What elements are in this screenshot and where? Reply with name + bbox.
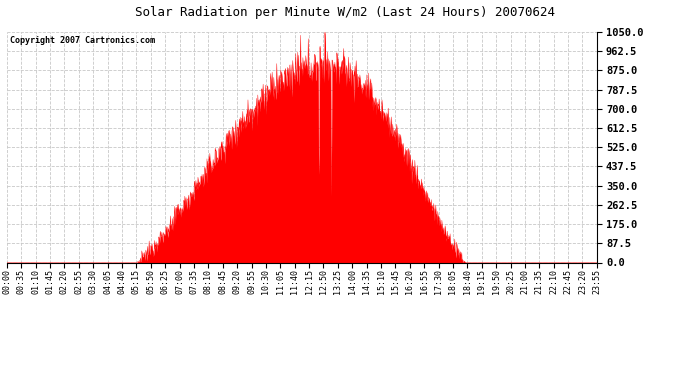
Text: Copyright 2007 Cartronics.com: Copyright 2007 Cartronics.com <box>10 36 155 45</box>
Text: Solar Radiation per Minute W/m2 (Last 24 Hours) 20070624: Solar Radiation per Minute W/m2 (Last 24… <box>135 6 555 19</box>
